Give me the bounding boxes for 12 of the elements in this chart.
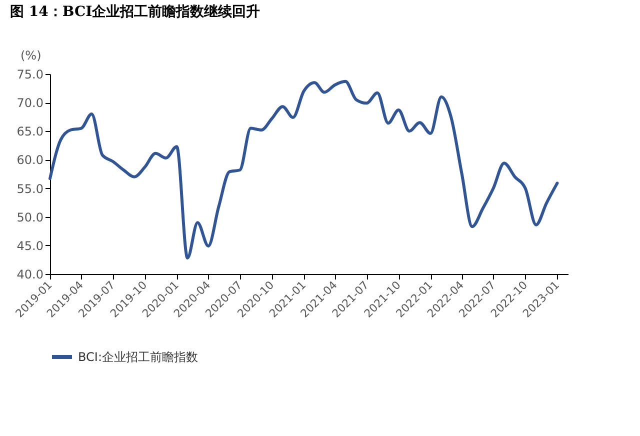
y-tick-label: 70.0	[16, 96, 44, 110]
y-tick-label: 60.0	[16, 153, 44, 168]
y-tick-label: 40.0	[16, 268, 44, 282]
y-tick-label: 50.0	[16, 210, 44, 224]
y-tick-label: 65.0	[16, 124, 44, 139]
chart-title: 图 14：BCI企业招工前瞻指数继续回升	[10, 3, 260, 20]
y-tick-label: 75.0	[16, 68, 44, 82]
legend-label: BCI:企业招工前瞻指数	[78, 350, 198, 364]
y-axis-title: (%)	[20, 48, 42, 62]
y-tick-label: 45.0	[16, 238, 44, 253]
line-series	[48, 80, 559, 260]
y-tick-label: 55.0	[16, 182, 44, 196]
